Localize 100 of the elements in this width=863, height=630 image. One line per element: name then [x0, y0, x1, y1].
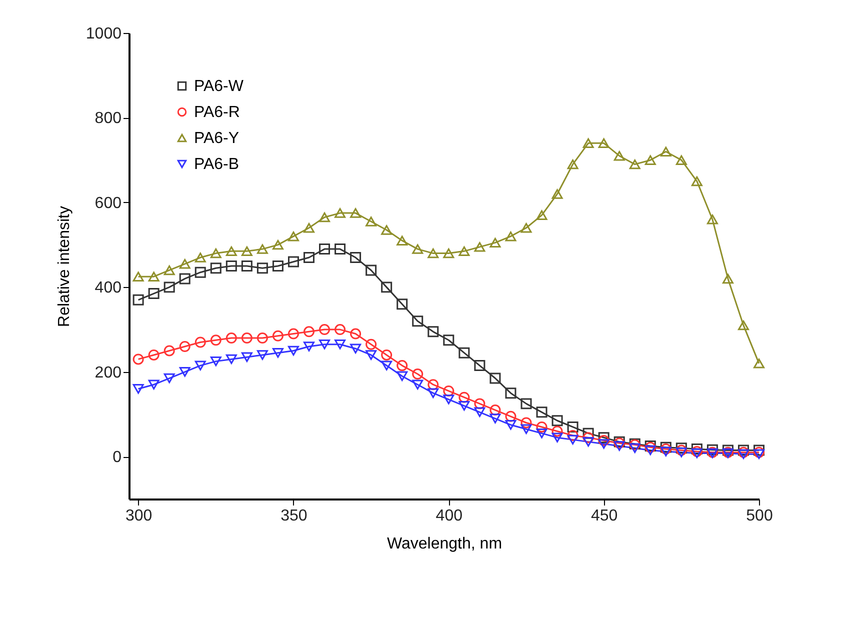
point: [132, 294, 144, 306]
point: [241, 260, 252, 272]
x-tick-label: 500: [746, 508, 773, 524]
point: [536, 422, 548, 432]
point: [567, 159, 578, 170]
point: [490, 404, 501, 416]
y-tick-label: 200: [94, 364, 122, 382]
point: [304, 252, 314, 264]
point: [754, 449, 764, 459]
point: [334, 324, 346, 336]
point: [334, 244, 346, 255]
point: [614, 441, 625, 451]
x-tick-label: 450: [590, 508, 618, 524]
point: [458, 347, 470, 358]
point: [520, 424, 532, 434]
point: [474, 360, 486, 372]
y-tick-label: 800: [94, 110, 122, 128]
y-tick-label: 0: [112, 449, 122, 466]
point: [148, 349, 160, 360]
point: [210, 248, 222, 258]
legend-label: PA6-R: [194, 104, 240, 121]
point: [288, 231, 299, 242]
point: [334, 208, 346, 218]
point: [132, 354, 144, 365]
point: [552, 415, 563, 426]
point: [443, 334, 454, 346]
point: [288, 328, 299, 340]
point: [428, 326, 439, 338]
point: [567, 434, 578, 445]
point: [520, 398, 532, 410]
point: [582, 432, 594, 444]
point: [366, 216, 377, 226]
point: [458, 392, 470, 403]
point: [132, 272, 144, 282]
point: [288, 346, 299, 356]
x-tick-label: 300: [125, 508, 152, 524]
point: [552, 432, 563, 442]
point: [738, 320, 749, 330]
point: [505, 420, 516, 430]
point: [210, 356, 222, 366]
point: [536, 210, 548, 220]
point: [505, 388, 516, 399]
point: [691, 176, 702, 186]
point: [334, 340, 346, 350]
point: [226, 246, 237, 256]
point: [443, 385, 454, 396]
point: [366, 350, 377, 360]
point: [474, 398, 486, 410]
point: [194, 360, 206, 370]
point: [520, 417, 532, 428]
y-tick-label: 400: [94, 280, 122, 297]
point: [272, 330, 284, 342]
point: [598, 435, 610, 446]
point: [644, 445, 656, 456]
point: [598, 432, 610, 444]
point: [474, 242, 486, 252]
x-tick-label: 400: [436, 508, 463, 524]
point: [381, 349, 392, 360]
point: [396, 371, 408, 382]
point: [210, 262, 222, 274]
point: [614, 150, 625, 161]
point: [256, 262, 268, 274]
point: [582, 436, 594, 447]
point: [520, 223, 532, 233]
point: [319, 212, 330, 222]
point: [241, 246, 252, 256]
point: [304, 342, 314, 352]
point: [148, 272, 160, 282]
point: [629, 159, 640, 170]
point: [381, 225, 392, 235]
legend-label: PA6-W: [194, 78, 244, 95]
point: [629, 443, 640, 454]
point: [132, 384, 144, 394]
point: [396, 236, 408, 246]
point: [304, 326, 314, 338]
point: [567, 430, 578, 441]
point: [754, 358, 764, 368]
point: [598, 439, 610, 449]
point: [179, 341, 190, 352]
point: [722, 274, 734, 284]
point: [412, 316, 424, 327]
point: [288, 256, 299, 268]
point: [706, 214, 718, 224]
point: [256, 244, 268, 254]
point: [536, 406, 548, 418]
point: [350, 328, 362, 340]
point: [676, 155, 687, 165]
x-axis-title: Wavelength, nm: [386, 536, 502, 552]
point: [458, 400, 470, 411]
point: [536, 428, 548, 438]
point: [474, 407, 486, 418]
point: [319, 340, 330, 350]
point: [148, 380, 160, 390]
point: [660, 146, 672, 156]
point: [396, 298, 408, 310]
point: [194, 252, 206, 262]
point: [179, 259, 190, 269]
point: [350, 252, 362, 264]
y-tick-label: 600: [94, 194, 122, 212]
point: [256, 350, 268, 360]
